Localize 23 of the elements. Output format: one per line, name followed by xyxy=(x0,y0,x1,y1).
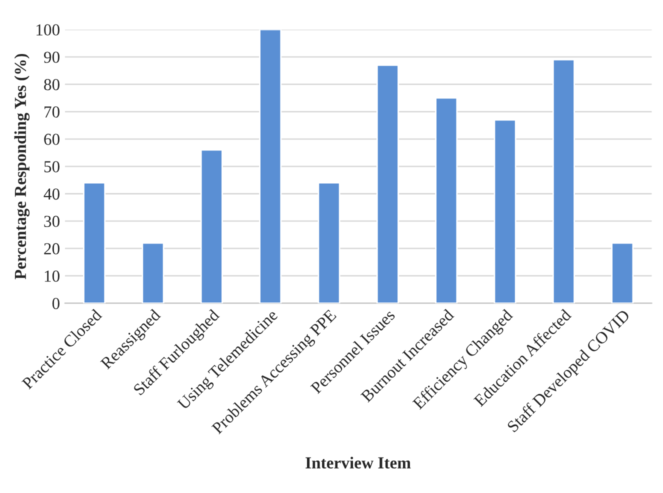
x-axis-title: Interview Item xyxy=(306,456,411,469)
bar xyxy=(259,30,282,304)
bar xyxy=(435,97,458,304)
y-tick-label: 100 xyxy=(36,24,60,36)
bar xyxy=(376,64,399,304)
bar xyxy=(318,182,340,304)
y-axis-title: Percentage Responding Yes (%) xyxy=(14,54,30,280)
y-tick-label: 20 xyxy=(44,243,60,254)
y-tick-label: 70 xyxy=(44,106,60,118)
y-tick-label: 30 xyxy=(44,216,60,228)
y-tick-label: 0 xyxy=(52,298,60,310)
bar xyxy=(494,119,516,304)
bar xyxy=(611,242,634,304)
bar xyxy=(83,182,106,304)
bar xyxy=(142,242,164,304)
y-tick-label: 60 xyxy=(44,134,60,145)
y-tick-label: 40 xyxy=(44,188,60,200)
y-tick-label: 10 xyxy=(44,270,60,282)
y-tick-label: 90 xyxy=(44,52,60,63)
bar xyxy=(200,149,223,304)
y-tick-label: 50 xyxy=(44,161,60,172)
bar xyxy=(552,58,575,304)
y-tick-label: 80 xyxy=(44,79,60,90)
